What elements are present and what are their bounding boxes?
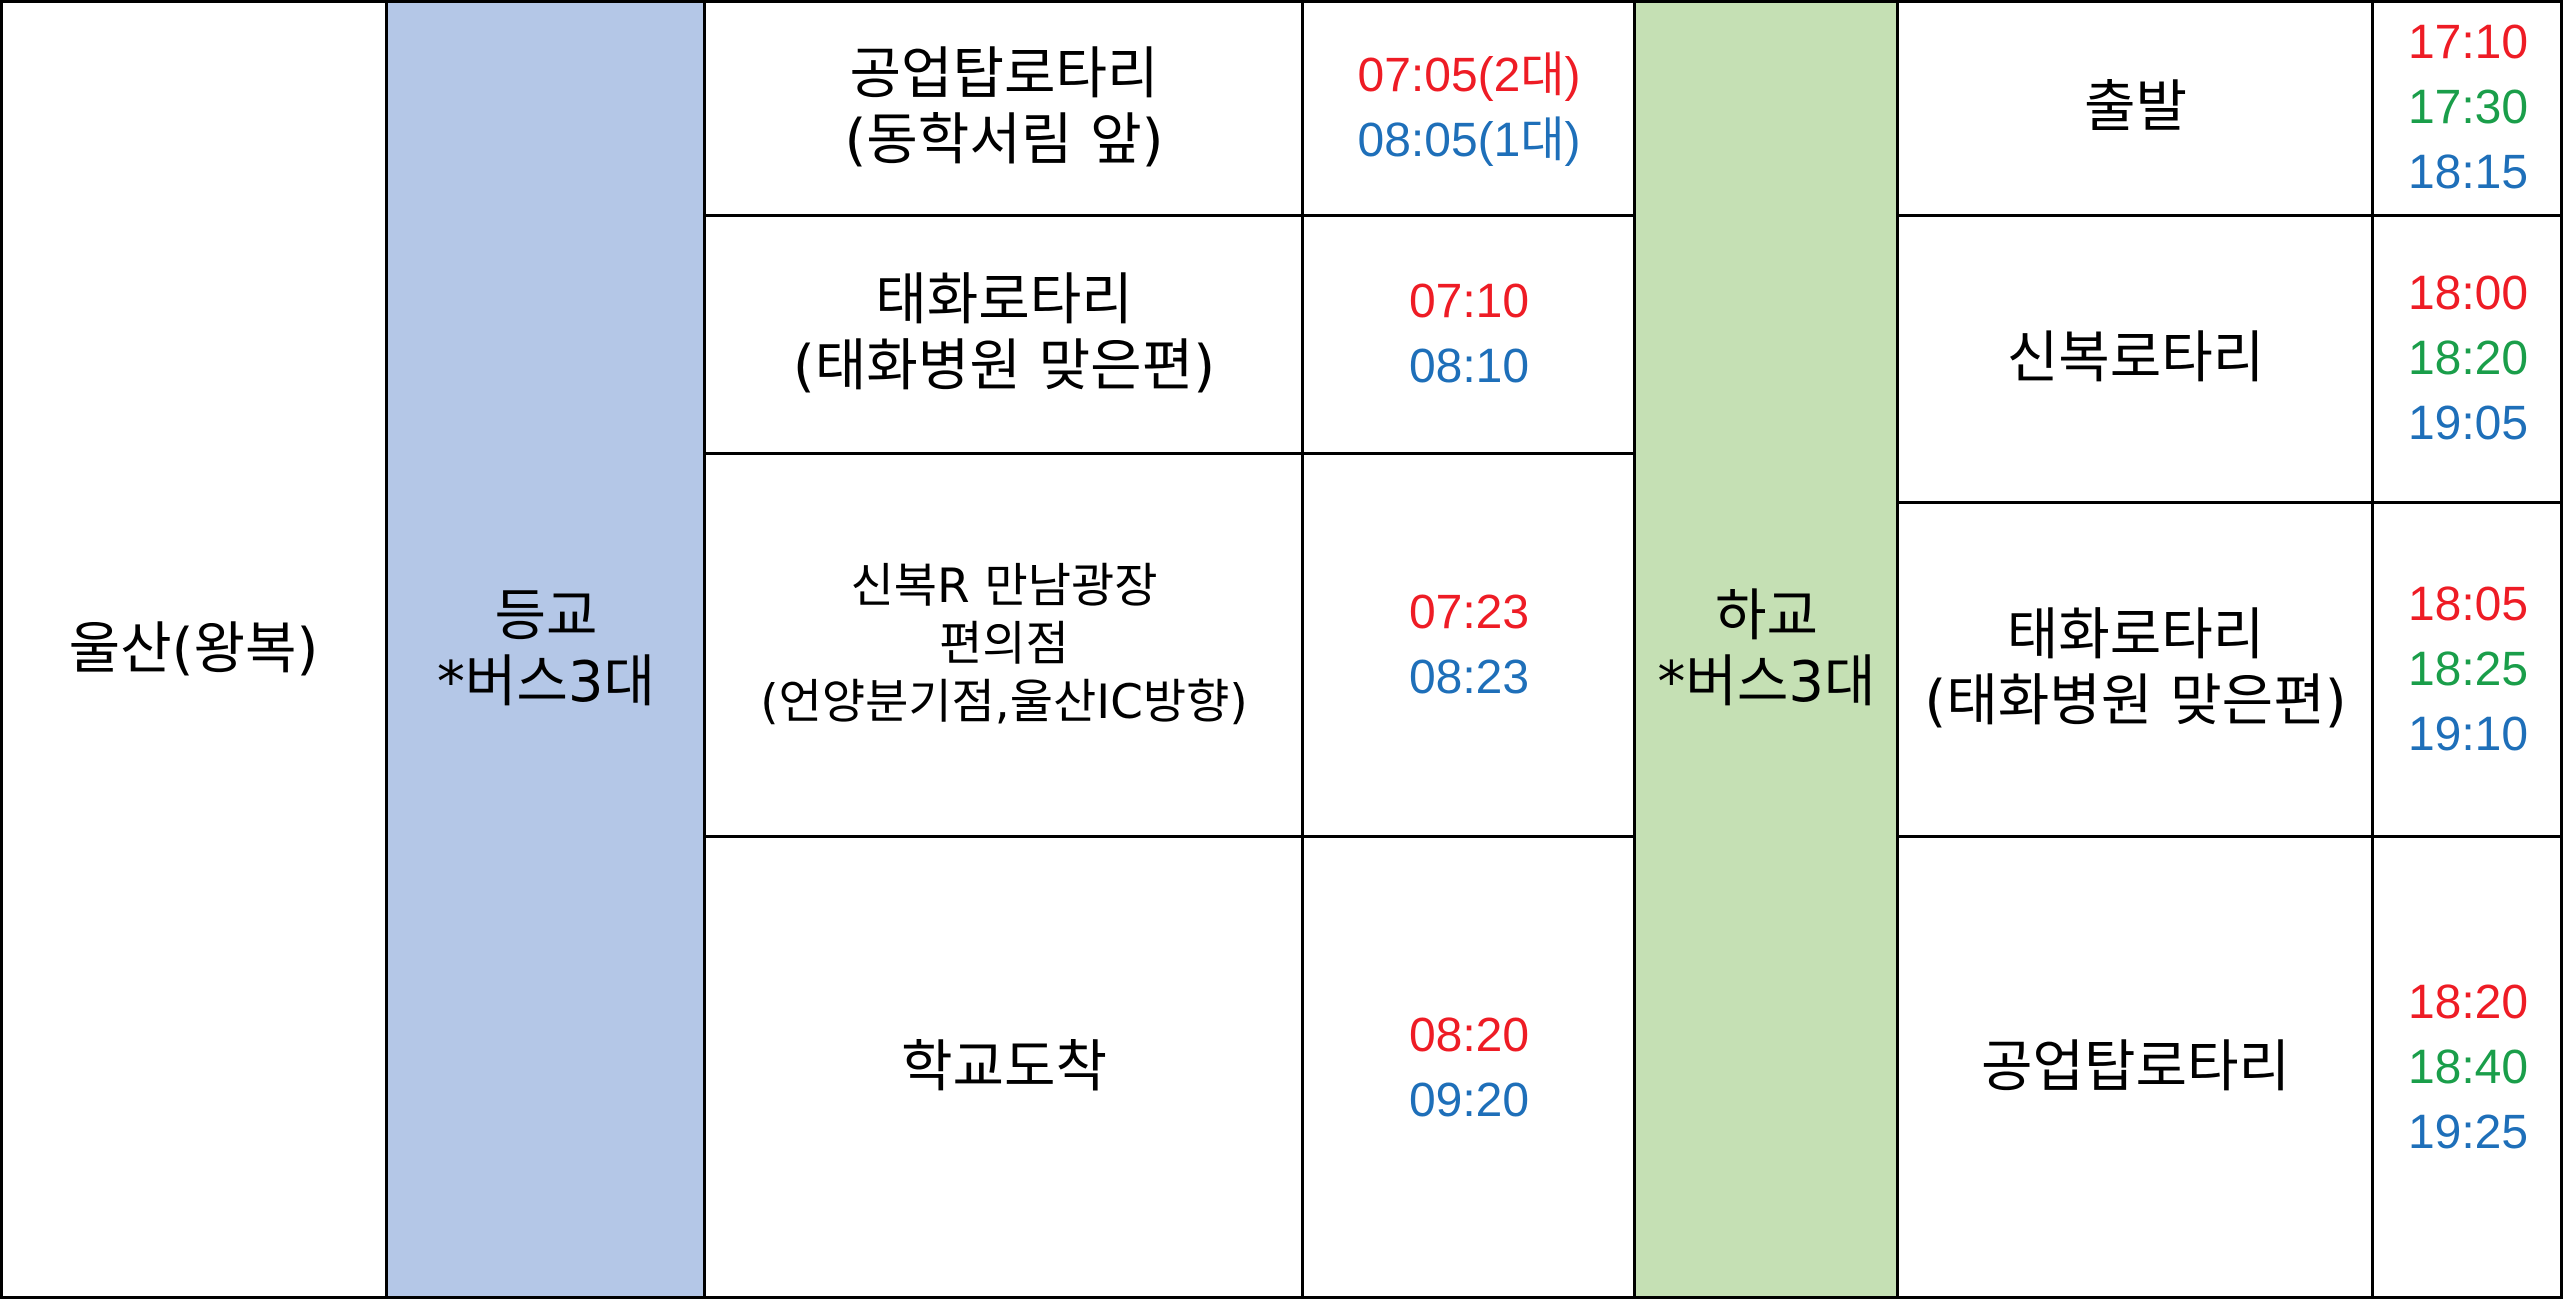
afternoon-stop-4: 공업탑로타리 bbox=[1898, 836, 2373, 1299]
morning-time-1: 07:05(2대) 08:05(1대) bbox=[1303, 0, 1635, 215]
departure-time: 08:05(1대) bbox=[1358, 108, 1581, 173]
afternoon-stop-3: 태화로타리 (태화병원 맞은편) bbox=[1898, 502, 2373, 836]
departure-time: 07:10 bbox=[1409, 269, 1529, 334]
departure-time: 18:05 bbox=[2408, 572, 2528, 637]
stop-name: 공업탑로타리 bbox=[1981, 1035, 2290, 1101]
departure-time: 08:10 bbox=[1409, 334, 1529, 399]
stop-detail: 편의점 bbox=[939, 616, 1069, 674]
arrival-time: 09:20 bbox=[1409, 1068, 1529, 1133]
grid-line bbox=[0, 0, 2563, 3]
grid-line bbox=[703, 0, 706, 1299]
arrival-time: 18:40 bbox=[2408, 1035, 2528, 1100]
morning-label: 등교 bbox=[494, 584, 597, 650]
morning-time-3: 07:23 08:23 bbox=[1303, 453, 1635, 836]
grid-line bbox=[1896, 214, 2563, 217]
departure-time: 18:20 bbox=[2408, 326, 2528, 391]
stop-detail: (동학서림 앞) bbox=[844, 108, 1163, 174]
grid-line bbox=[703, 214, 1636, 217]
arrival-time: 19:25 bbox=[2408, 1100, 2528, 1165]
departure-time: 08:23 bbox=[1409, 645, 1529, 710]
departure-time: 18:00 bbox=[2408, 261, 2528, 326]
afternoon-stop-1: 출발 bbox=[1898, 0, 2373, 215]
grid-line bbox=[703, 452, 1636, 455]
afternoon-time-3: 18:05 18:25 19:10 bbox=[2373, 502, 2563, 836]
departure-time: 07:05(2대) bbox=[1358, 43, 1581, 108]
afternoon-time-4: 18:20 18:40 19:25 bbox=[2373, 836, 2563, 1299]
afternoon-time-2: 18:00 18:20 19:05 bbox=[2373, 215, 2563, 502]
grid-line bbox=[703, 835, 1636, 838]
morning-time-2: 07:10 08:10 bbox=[1303, 215, 1635, 453]
stop-detail: (언양분기점,울산IC방향) bbox=[760, 674, 1247, 732]
afternoon-label: 하교 bbox=[1715, 584, 1818, 650]
afternoon-time-1: 17:10 17:30 18:15 bbox=[2373, 0, 2563, 215]
stop-detail: (태화병원 맞은편) bbox=[1924, 669, 2346, 735]
departure-time: 19:05 bbox=[2408, 391, 2528, 456]
grid-line bbox=[1301, 0, 1304, 1299]
arrival-time: 18:20 bbox=[2408, 970, 2528, 1035]
departure-time: 18:15 bbox=[2408, 140, 2528, 205]
stop-name: 출발 bbox=[2084, 75, 2187, 141]
route-name: 울산(왕복) bbox=[69, 617, 319, 683]
departure-time: 07:23 bbox=[1409, 580, 1529, 645]
morning-stop-2: 태화로타리 (태화병원 맞은편) bbox=[705, 215, 1303, 453]
arrival-time: 08:20 bbox=[1409, 1003, 1529, 1068]
stop-detail: (태화병원 맞은편) bbox=[793, 334, 1215, 400]
stop-name: 신복R 만남광장 bbox=[850, 558, 1157, 616]
morning-stop-3: 신복R 만남광장 편의점 (언양분기점,울산IC방향) bbox=[705, 453, 1303, 836]
grid-line bbox=[0, 0, 3, 1299]
route-name-cell: 울산(왕복) bbox=[0, 0, 387, 1299]
stop-name: 태화로타리 bbox=[875, 268, 1133, 334]
departure-time: 17:10 bbox=[2408, 10, 2528, 75]
morning-stop-1: 공업탑로타리 (동학서림 앞) bbox=[705, 0, 1303, 215]
grid-line bbox=[1896, 0, 1899, 1299]
departure-time: 19:10 bbox=[2408, 702, 2528, 767]
morning-bus-count: *버스3대 bbox=[437, 650, 655, 716]
grid-line bbox=[385, 0, 388, 1299]
morning-time-4: 08:20 09:20 bbox=[1303, 836, 1635, 1299]
stop-name: 학교도착 bbox=[901, 1035, 1107, 1101]
morning-band: 등교 *버스3대 bbox=[387, 0, 705, 1299]
stop-name: 태화로타리 bbox=[2007, 603, 2265, 669]
grid-line bbox=[1896, 835, 2563, 838]
stop-name: 신복로타리 bbox=[2007, 326, 2265, 392]
grid-line bbox=[1896, 501, 2563, 504]
departure-time: 18:25 bbox=[2408, 637, 2528, 702]
stop-name: 공업탑로타리 bbox=[849, 42, 1158, 108]
afternoon-band: 하교 *버스3대 bbox=[1635, 0, 1898, 1299]
afternoon-bus-count: *버스3대 bbox=[1657, 650, 1875, 716]
grid-line bbox=[2371, 0, 2374, 1299]
grid-line bbox=[1633, 0, 1636, 1299]
afternoon-stop-2: 신복로타리 bbox=[1898, 215, 2373, 502]
departure-time: 17:30 bbox=[2408, 75, 2528, 140]
morning-stop-4: 학교도착 bbox=[705, 836, 1303, 1299]
